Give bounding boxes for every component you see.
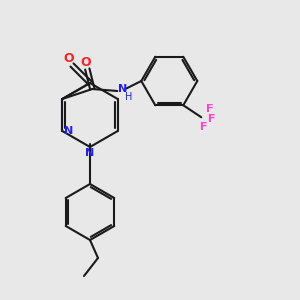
Text: F: F [200, 122, 207, 132]
Text: F: F [208, 114, 215, 124]
Text: N: N [118, 84, 127, 94]
Text: H: H [124, 92, 132, 102]
Text: N: N [64, 126, 73, 136]
Text: F: F [206, 104, 213, 114]
Text: O: O [80, 56, 91, 68]
Text: O: O [64, 52, 74, 64]
Text: N: N [85, 148, 94, 158]
